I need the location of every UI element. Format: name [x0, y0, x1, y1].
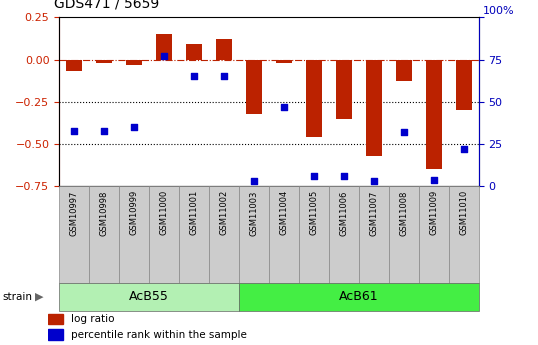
Bar — [336, 59, 352, 119]
Text: GSM11010: GSM11010 — [459, 190, 469, 235]
Bar — [179, 186, 209, 283]
Bar — [329, 186, 359, 283]
Text: GSM11008: GSM11008 — [399, 190, 408, 236]
Bar — [246, 59, 262, 114]
Bar — [119, 186, 149, 283]
Bar — [239, 186, 269, 283]
Text: GSM11005: GSM11005 — [309, 190, 318, 235]
Point — [100, 128, 109, 133]
Point — [310, 174, 318, 179]
Point — [130, 124, 138, 130]
Text: 100%: 100% — [483, 6, 515, 16]
Bar — [395, 59, 412, 81]
Bar — [149, 186, 179, 283]
Text: strain: strain — [3, 292, 33, 302]
Bar — [48, 314, 63, 324]
Bar — [276, 59, 292, 63]
Point — [400, 129, 408, 135]
Bar — [299, 186, 329, 283]
Text: GSM11009: GSM11009 — [429, 190, 438, 235]
Point — [70, 128, 79, 133]
Text: percentile rank within the sample: percentile rank within the sample — [71, 330, 247, 340]
Bar — [126, 59, 143, 65]
Text: GSM11004: GSM11004 — [279, 190, 288, 235]
Point — [250, 178, 258, 184]
Point — [220, 74, 228, 79]
Bar — [209, 186, 239, 283]
Bar — [96, 59, 112, 63]
Point — [160, 53, 168, 59]
Text: GSM11001: GSM11001 — [189, 190, 199, 235]
Text: GSM10999: GSM10999 — [130, 190, 139, 235]
Point — [339, 174, 348, 179]
Text: GSM11000: GSM11000 — [160, 190, 168, 235]
Text: log ratio: log ratio — [71, 314, 115, 324]
Bar — [449, 186, 479, 283]
Point — [190, 74, 199, 79]
Bar — [59, 186, 89, 283]
Bar — [419, 186, 449, 283]
Text: AcB61: AcB61 — [339, 290, 379, 303]
Bar — [389, 186, 419, 283]
Bar — [456, 59, 472, 110]
Text: GSM11006: GSM11006 — [339, 190, 349, 236]
Bar — [366, 59, 382, 156]
Bar — [66, 59, 82, 71]
Bar — [89, 186, 119, 283]
Point — [370, 178, 378, 184]
Bar — [426, 59, 442, 169]
Point — [429, 177, 438, 182]
Text: GSM11002: GSM11002 — [220, 190, 229, 235]
Text: ▶: ▶ — [35, 292, 44, 302]
Text: GSM11007: GSM11007 — [370, 190, 378, 236]
Bar — [216, 39, 232, 59]
Point — [459, 146, 468, 152]
Text: GSM11003: GSM11003 — [250, 190, 259, 236]
Text: GSM10997: GSM10997 — [69, 190, 79, 236]
Bar — [359, 186, 389, 283]
Bar — [306, 59, 322, 137]
Bar — [186, 44, 202, 59]
Bar — [239, 283, 479, 310]
Bar — [156, 34, 172, 59]
Bar — [48, 329, 63, 340]
Text: GSM10998: GSM10998 — [100, 190, 109, 236]
Bar — [59, 283, 239, 310]
Point — [280, 104, 288, 110]
Text: GDS471 / 5659: GDS471 / 5659 — [54, 0, 159, 10]
Bar — [269, 186, 299, 283]
Text: AcB55: AcB55 — [129, 290, 169, 303]
